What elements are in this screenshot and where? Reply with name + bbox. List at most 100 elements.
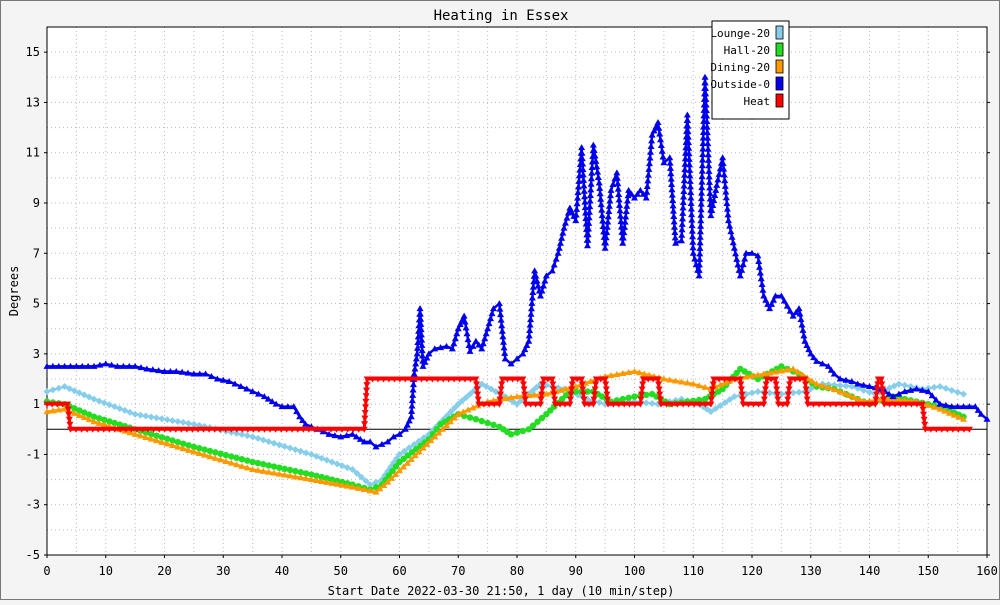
data-point <box>633 190 641 197</box>
data-point <box>294 426 302 433</box>
data-point <box>631 393 638 400</box>
legend: Lounge-20 Hall-20 Dining-20 Outside-0 Heat <box>710 20 790 120</box>
data-point <box>484 325 492 332</box>
data-point <box>796 376 804 383</box>
data-point <box>323 456 331 464</box>
data-point <box>328 479 336 486</box>
data-point <box>798 321 806 328</box>
data-point <box>848 383 856 391</box>
data-point <box>519 376 527 383</box>
data-point <box>826 401 834 408</box>
data-point <box>697 217 705 224</box>
data-point <box>602 239 610 246</box>
data-point <box>702 90 710 97</box>
data-point <box>622 213 630 220</box>
data-point <box>343 482 351 489</box>
data-point <box>144 426 152 433</box>
data-point <box>520 386 528 393</box>
data-point <box>453 330 461 337</box>
data-point <box>596 190 604 197</box>
data-point <box>674 401 682 408</box>
data-point <box>291 473 299 480</box>
data-point <box>372 483 380 491</box>
data-point <box>848 378 856 385</box>
data-point <box>260 461 267 468</box>
data-point <box>487 385 495 393</box>
data-point <box>431 345 439 352</box>
data-point <box>409 391 417 398</box>
data-point <box>84 362 92 369</box>
data-point <box>685 161 693 168</box>
data-point <box>640 370 648 377</box>
data-point <box>172 367 180 374</box>
data-point <box>286 472 294 479</box>
data-point <box>783 366 791 373</box>
data-point <box>706 184 714 191</box>
data-point <box>196 370 204 377</box>
data-point <box>142 412 150 420</box>
data-point <box>778 363 785 370</box>
data-point <box>824 362 832 369</box>
data-point <box>754 252 762 259</box>
data-point <box>487 315 495 322</box>
data-point <box>318 473 325 481</box>
data-point <box>592 157 600 164</box>
data-point <box>726 376 734 383</box>
data-point <box>469 342 477 349</box>
data-point <box>212 449 219 456</box>
data-point <box>325 430 333 437</box>
data-point <box>72 426 80 433</box>
data-point <box>873 391 881 398</box>
data-point <box>158 438 166 445</box>
data-point <box>660 375 668 382</box>
data-point <box>185 419 193 427</box>
data-point <box>288 426 296 433</box>
data-point <box>705 178 713 185</box>
data-point <box>701 383 709 390</box>
data-point <box>75 411 83 418</box>
data-point <box>419 362 427 369</box>
data-point <box>706 195 714 202</box>
data-point <box>299 426 307 433</box>
data-point <box>372 488 380 495</box>
data-point <box>513 400 521 408</box>
data-point <box>704 140 712 147</box>
data-point <box>419 444 427 451</box>
data-point <box>813 380 821 387</box>
data-point <box>556 401 564 408</box>
data-point <box>463 330 471 337</box>
data-point <box>691 255 699 262</box>
data-point <box>425 350 433 357</box>
data-point <box>208 372 215 379</box>
data-point <box>623 202 631 209</box>
data-point <box>672 377 680 384</box>
data-point <box>701 73 709 80</box>
data-point <box>965 426 973 433</box>
data-point <box>478 417 485 425</box>
data-point <box>686 166 694 173</box>
data-point <box>574 189 582 196</box>
data-point <box>594 168 602 175</box>
data-point <box>43 362 51 369</box>
data-point <box>169 417 177 425</box>
data-point <box>699 156 707 163</box>
data-point <box>807 350 815 357</box>
data-point <box>338 462 346 470</box>
data-point <box>949 426 957 433</box>
data-point <box>714 176 722 183</box>
data-point <box>733 255 741 262</box>
data-point <box>759 286 767 293</box>
x-tick-label: 10 <box>99 564 113 578</box>
data-point <box>924 388 932 395</box>
data-point <box>574 194 582 201</box>
data-point <box>490 397 497 404</box>
data-point <box>111 419 118 427</box>
data-point <box>592 376 600 383</box>
data-point <box>696 401 704 408</box>
data-point <box>631 401 639 408</box>
data-point <box>603 223 611 230</box>
data-point <box>655 124 663 131</box>
data-point <box>519 350 527 357</box>
data-point <box>65 411 73 418</box>
data-point <box>307 476 315 483</box>
